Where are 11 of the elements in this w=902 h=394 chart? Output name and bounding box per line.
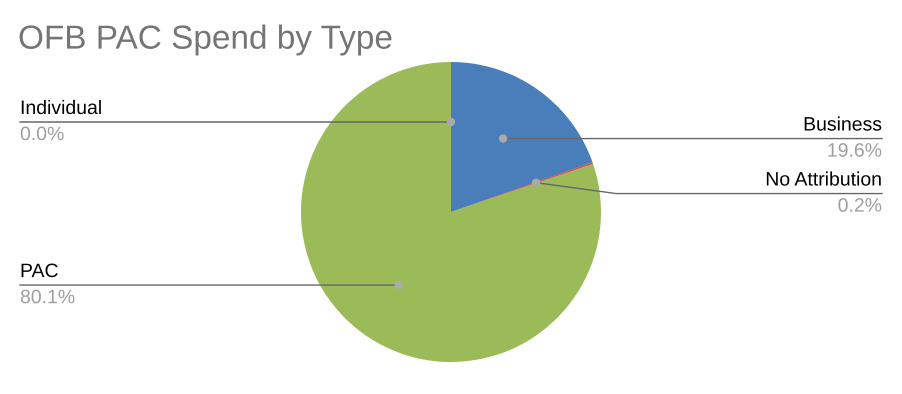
slice-label: Business [804,116,882,131]
pie-slice [451,62,593,212]
slice-label: No Attribution [766,171,881,186]
category-label: Individual [22,100,101,114]
pie-slice [301,62,601,362]
data-label: 80.1% [20,290,74,304]
text: 0.0% [20,126,64,140]
data-label: 0.2% [838,198,882,212]
chart-title: OFB PAC Spend by Type [20,24,392,56]
data-label: 19.6% [828,143,882,157]
slice-label: PAC [22,263,58,278]
